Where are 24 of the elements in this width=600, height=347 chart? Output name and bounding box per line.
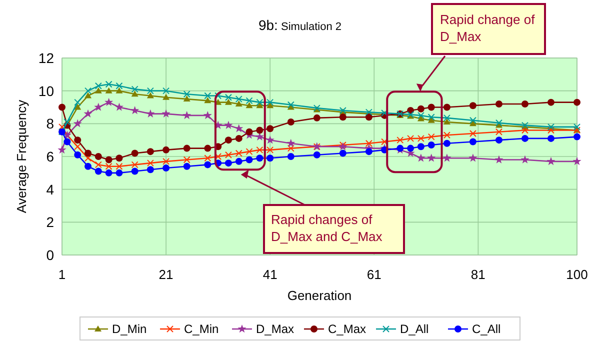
- x-tick-label: 1: [58, 267, 66, 282]
- x-tick-label: 81: [470, 267, 486, 282]
- x-tick-label: 61: [366, 267, 382, 282]
- annotation: Rapid changes of D_Max and C_Max: [271, 212, 383, 244]
- legend-label: C_Min: [184, 322, 219, 336]
- y-tick-label: 12: [38, 50, 54, 66]
- x-axis-title: Generation: [287, 288, 352, 303]
- x-tick-label: 41: [262, 267, 278, 282]
- legend-label: D_Min: [112, 322, 147, 336]
- chart-title: 9b: Simulation 2: [258, 17, 342, 33]
- y-tick-label: 10: [38, 82, 54, 99]
- x-tick-label: 21: [158, 267, 174, 282]
- legend-label: C_Max: [328, 322, 366, 336]
- y-axis-title: Average Frequency: [14, 99, 29, 214]
- y-tick-label: 8: [46, 116, 54, 132]
- y-tick-label: 2: [46, 214, 54, 230]
- text: Rapid change of D_Max: [440, 12, 536, 44]
- y-tick-label: 6: [46, 148, 54, 164]
- y-tick-label: 4: [46, 181, 54, 198]
- legend-label: D_Max: [256, 322, 294, 336]
- legend-label: C_All: [472, 322, 501, 336]
- x-tick-label: 100: [566, 267, 588, 282]
- y-tick-label: 0: [46, 247, 54, 263]
- legend-label: D_All: [400, 322, 429, 336]
